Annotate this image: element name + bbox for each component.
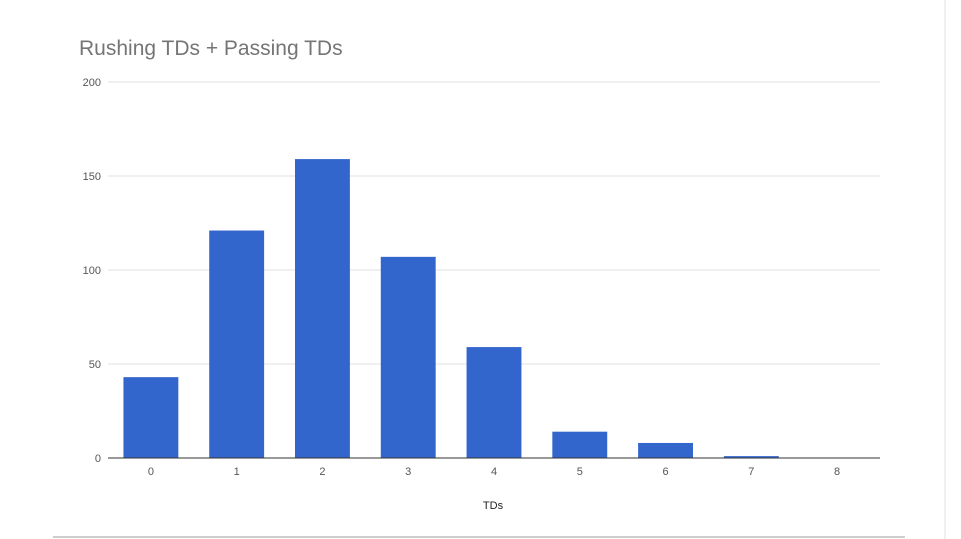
bar-5 bbox=[552, 431, 608, 458]
x-tick-label: 5 bbox=[577, 466, 583, 478]
y-tick-label: 200 bbox=[83, 77, 101, 89]
x-tick-label: 7 bbox=[748, 466, 754, 478]
bar-4 bbox=[466, 347, 522, 458]
bars bbox=[123, 159, 779, 458]
y-axis-ticks: 0 50 100 150 200 bbox=[83, 77, 101, 465]
chart-title: Rushing TDs + Passing TDs bbox=[79, 37, 343, 60]
x-axis-ticks: 0 1 2 3 4 5 6 7 8 bbox=[148, 466, 840, 478]
x-tick-label: 0 bbox=[148, 466, 154, 478]
x-tick-label: 4 bbox=[491, 466, 497, 478]
x-axis-title: TDs bbox=[483, 500, 504, 512]
x-tick-label: 8 bbox=[834, 466, 840, 478]
bar-3 bbox=[380, 256, 436, 458]
x-tick-label: 1 bbox=[234, 466, 240, 478]
bar-7 bbox=[723, 456, 779, 458]
y-tick-label: 150 bbox=[83, 171, 101, 183]
bar-6 bbox=[638, 442, 694, 458]
bar-1 bbox=[209, 230, 265, 458]
y-tick-label: 100 bbox=[83, 265, 101, 277]
x-tick-label: 2 bbox=[319, 466, 325, 478]
y-tick-label: 50 bbox=[89, 359, 101, 371]
y-tick-label: 0 bbox=[95, 453, 101, 465]
x-tick-label: 3 bbox=[405, 466, 411, 478]
x-tick-label: 6 bbox=[662, 466, 668, 478]
bar-0 bbox=[123, 377, 179, 458]
bar-2 bbox=[294, 159, 350, 458]
